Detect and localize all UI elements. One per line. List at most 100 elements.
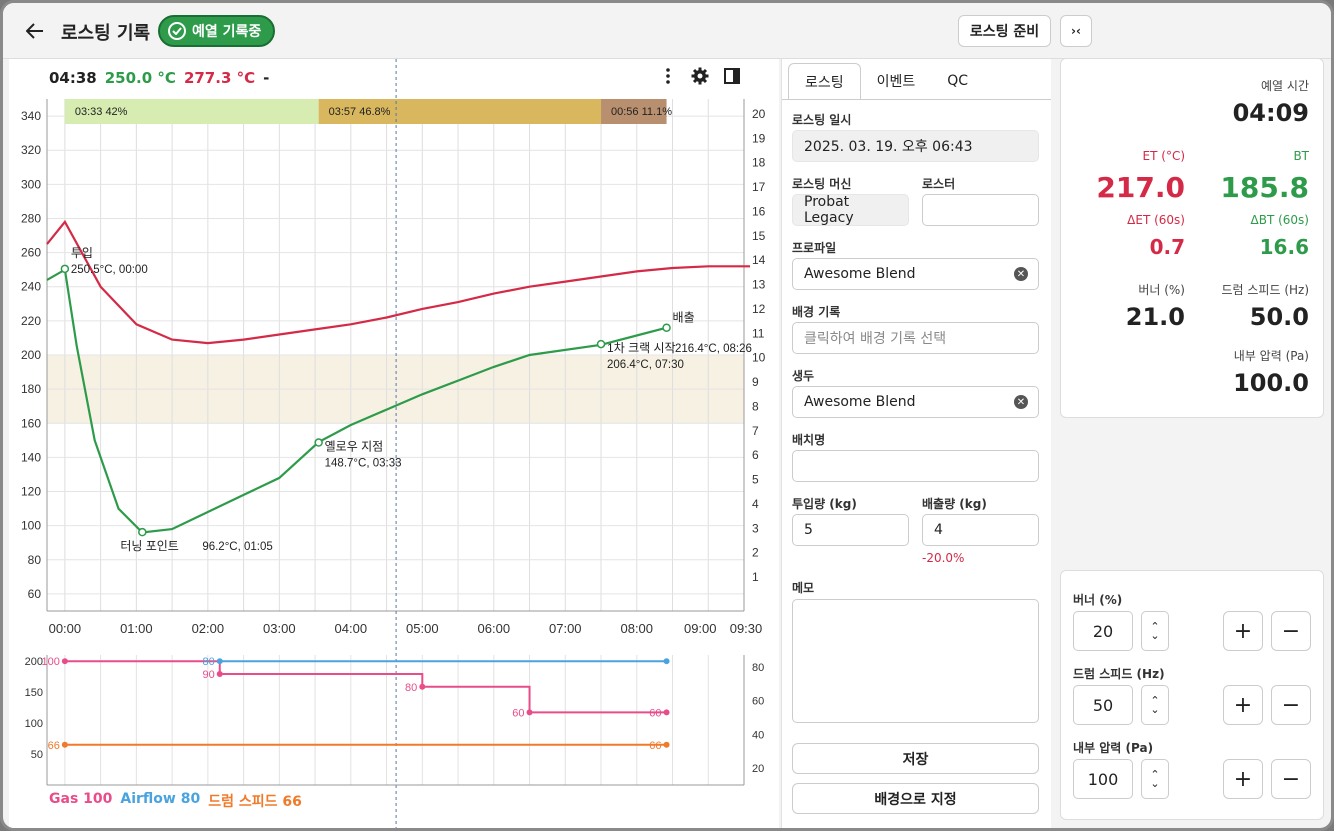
chart-panel: 60 80 100 120 140 160 180 200 220 240 260 280 300 320…	[9, 59, 779, 829]
delta-bt-value: 16.6	[1259, 235, 1309, 259]
step-marker	[526, 709, 533, 716]
event-label: 투입	[71, 246, 93, 260]
event-marker	[662, 323, 671, 332]
input-weight-field[interactable]: 5	[792, 514, 909, 546]
lower-y-tick-label: 100	[25, 718, 43, 730]
step-label: 80	[405, 682, 417, 694]
pressure-control-label: 내부 압력 (Pa)	[1073, 741, 1154, 755]
tab-roasting[interactable]: 로스팅	[788, 63, 861, 99]
series-line-bt	[46, 267, 667, 534]
panel-toggle-button[interactable]: ›‹	[1060, 15, 1092, 47]
phase-label: 03:33 42%	[75, 106, 128, 118]
profile-label: 프로파일	[792, 241, 837, 255]
step-label: 66	[48, 740, 60, 752]
step-marker	[663, 709, 670, 716]
y-tick-label: 300	[21, 177, 41, 191]
tab-qc[interactable]: QC	[947, 73, 969, 89]
green-bean-value: Awesome Blend	[804, 394, 916, 410]
burner-stepper-icon[interactable]: ⌃ ⌄	[1141, 611, 1169, 651]
save-button[interactable]: 저장	[792, 743, 1039, 774]
step-label: 66	[649, 740, 661, 752]
event-label: 옐로우 지점	[325, 440, 384, 454]
lower-y-tick-label: 50	[31, 749, 43, 761]
gear-icon[interactable]	[691, 67, 709, 85]
profile-value: Awesome Blend	[804, 266, 916, 282]
page-title: 로스팅 기록	[61, 23, 151, 44]
roaster-field[interactable]	[922, 194, 1039, 226]
weight-change: -20.0%	[922, 551, 965, 565]
batch-field[interactable]	[792, 450, 1039, 482]
form-tabs: 로스팅 이벤트 QC	[788, 63, 984, 99]
memo-label: 메모	[792, 581, 815, 595]
event-detail: 148.7°C, 03:33	[325, 458, 402, 470]
stats-card: 예열 시간 04:09 ET (°C) BT 217.0 185.8 ΔET (…	[1060, 58, 1324, 418]
lower-y2-tick-label: 40	[752, 729, 764, 741]
roaster-label: 로스터	[922, 177, 956, 191]
event-detail: 250.5°C, 00:00	[71, 264, 148, 276]
y2-tick-label: 20	[752, 107, 766, 121]
y-tick-label: 120	[21, 485, 41, 499]
output-weight-label: 배출량 (kg)	[922, 497, 987, 511]
y2-tick-label: 7	[752, 424, 759, 438]
output-weight-field[interactable]: 4	[922, 514, 1039, 546]
readout-et: 277.3 °C	[183, 69, 256, 87]
y2-tick-label: 19	[752, 131, 766, 145]
y-tick-label: 160	[21, 416, 41, 430]
drum-plus-button[interactable]: +	[1223, 685, 1263, 725]
event-extra: 216.4°C, 08:26	[675, 343, 752, 355]
burner-control-label: 버너 (%)	[1073, 593, 1123, 607]
preheat-value: 04:09	[1232, 99, 1309, 127]
pressure-input[interactable]: 100	[1073, 759, 1133, 799]
step-label: 60	[649, 707, 661, 719]
burner-plus-button[interactable]: +	[1223, 611, 1263, 651]
y2-tick-label: 17	[752, 180, 766, 194]
clear-profile-icon[interactable]: ✕	[1014, 267, 1028, 281]
y2-tick-label: 6	[752, 448, 759, 462]
y-tick-label: 60	[28, 587, 42, 601]
lower-y-tick-label: 150	[25, 687, 43, 699]
legend-drum: 드럼 스피드 66	[208, 794, 302, 810]
x-tick-label: 05:00	[406, 621, 439, 636]
profile-select[interactable]: Awesome Blend ✕	[792, 258, 1039, 290]
y2-tick-label: 4	[752, 497, 759, 511]
step-label: 100	[42, 656, 60, 668]
drum-stepper-icon[interactable]: ⌃ ⌄	[1141, 685, 1169, 725]
machine-label: 로스팅 머신	[792, 177, 852, 191]
drum-minus-button[interactable]: −	[1271, 685, 1311, 725]
tab-events[interactable]: 이벤트	[876, 74, 916, 90]
pressure-stat-label: 내부 압력 (Pa)	[1233, 349, 1309, 363]
roast-date-label: 로스팅 일시	[792, 113, 852, 127]
step-label: 60	[512, 707, 524, 719]
step-marker	[216, 670, 223, 677]
event-detail: 96.2°C, 01:05	[202, 541, 272, 553]
burner-minus-button[interactable]: −	[1271, 611, 1311, 651]
y2-tick-label: 13	[752, 278, 766, 292]
pressure-stepper-icon[interactable]: ⌃ ⌄	[1141, 759, 1169, 799]
roast-prep-button[interactable]: 로스팅 준비	[958, 15, 1051, 47]
y-tick-label: 240	[21, 280, 41, 294]
bt-label: BT	[1293, 149, 1309, 163]
y2-tick-label: 15	[752, 229, 766, 243]
y-tick-label: 100	[21, 519, 41, 533]
delta-bt-label: ΔBT (60s)	[1250, 213, 1309, 227]
back-arrow-icon[interactable]	[21, 17, 49, 45]
pressure-plus-button[interactable]: +	[1223, 759, 1263, 799]
y-tick-label: 80	[28, 553, 42, 567]
batch-label: 배치명	[792, 433, 826, 447]
memo-field[interactable]	[792, 599, 1039, 723]
delta-et-value: 0.7	[1149, 235, 1185, 259]
green-bean-select[interactable]: Awesome Blend ✕	[792, 386, 1039, 418]
background-select[interactable]: 클릭하여 배경 기록 선택	[792, 322, 1039, 354]
set-background-button[interactable]: 배경으로 지정	[792, 783, 1039, 814]
burner-input[interactable]: 20	[1073, 611, 1133, 651]
x-tick-label: 03:00	[263, 621, 296, 636]
more-vert-icon[interactable]	[659, 67, 677, 85]
x-tick-label: 09:00	[684, 621, 717, 636]
side-panel-icon[interactable]	[723, 67, 741, 85]
roast-chart[interactable]: 6080100120140160180200220240260280300320…	[9, 59, 779, 829]
clear-bean-icon[interactable]: ✕	[1014, 395, 1028, 409]
step-label: 90	[203, 669, 215, 681]
et-value: 217.0	[1096, 171, 1185, 204]
pressure-minus-button[interactable]: −	[1271, 759, 1311, 799]
drum-input[interactable]: 50	[1073, 685, 1133, 725]
